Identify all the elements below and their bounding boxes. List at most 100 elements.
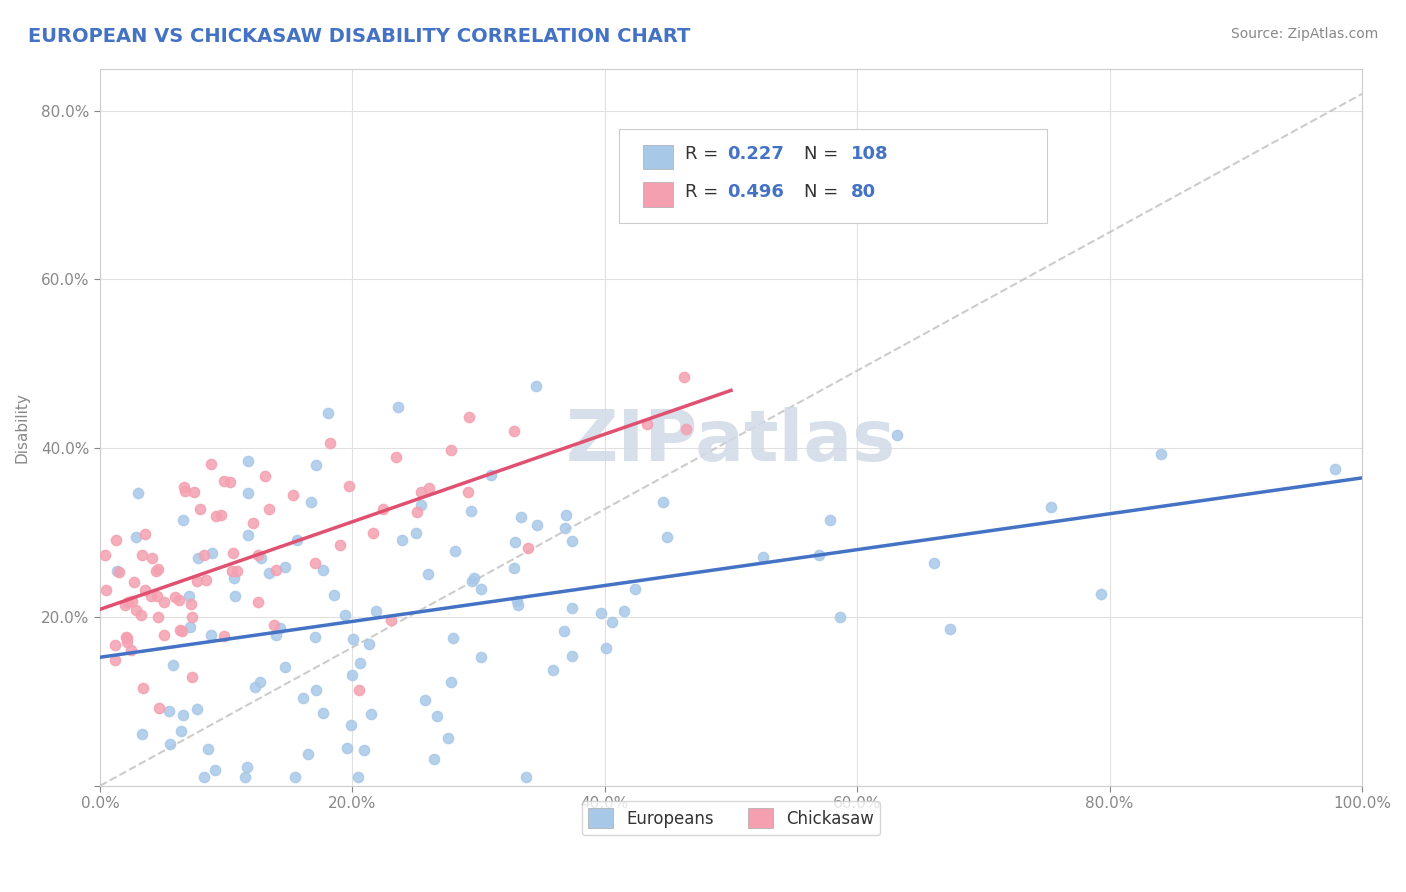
Point	[200, 627, 222, 641]
Point	[1090, 587, 1112, 601]
Point	[134, 527, 156, 541]
Point	[329, 538, 352, 552]
Point	[316, 406, 339, 420]
Point	[115, 631, 138, 645]
Point	[1149, 447, 1171, 461]
Point	[818, 513, 841, 527]
Point	[506, 594, 529, 608]
Point	[209, 508, 232, 522]
Point	[259, 502, 281, 516]
Point	[651, 494, 673, 508]
Point	[117, 595, 139, 609]
Point	[360, 706, 382, 721]
Point	[274, 660, 297, 674]
Point	[159, 737, 181, 751]
Point	[250, 550, 273, 565]
Point	[179, 620, 201, 634]
Y-axis label: Disability: Disability	[15, 392, 30, 463]
Point	[131, 727, 153, 741]
Point	[105, 564, 128, 578]
Point	[162, 657, 184, 672]
Point	[179, 589, 201, 603]
Point	[541, 663, 564, 677]
Point	[94, 582, 117, 597]
Text: ZIPatlas: ZIPatlas	[567, 407, 896, 476]
Point	[595, 641, 617, 656]
Point	[333, 607, 356, 622]
Point	[114, 599, 136, 613]
Point	[624, 582, 647, 596]
Point	[337, 479, 360, 493]
Point	[636, 417, 658, 431]
Point	[380, 613, 402, 627]
Point	[193, 548, 215, 562]
Point	[186, 702, 208, 716]
Legend: Europeans, Chickasaw: Europeans, Chickasaw	[582, 801, 880, 835]
Point	[506, 599, 529, 613]
Point	[201, 546, 224, 560]
Point	[886, 428, 908, 442]
Point	[243, 680, 266, 694]
Point	[444, 544, 467, 558]
Point	[655, 530, 678, 544]
Point	[127, 486, 149, 500]
Point	[93, 548, 115, 562]
Point	[236, 453, 259, 467]
Point	[440, 442, 463, 457]
Point	[285, 533, 308, 547]
Point	[236, 760, 259, 774]
Point	[264, 628, 287, 642]
Point	[503, 424, 526, 438]
Point	[146, 589, 169, 603]
Point	[561, 600, 583, 615]
Point	[257, 566, 280, 581]
Point	[219, 475, 242, 489]
Point	[152, 595, 174, 609]
Point	[212, 474, 235, 488]
Point	[347, 683, 370, 698]
Point	[503, 535, 526, 549]
Point	[922, 556, 945, 570]
Point	[409, 485, 432, 500]
Point	[172, 708, 194, 723]
Point	[141, 551, 163, 566]
Point	[830, 610, 852, 624]
Point	[165, 590, 187, 604]
Point	[297, 747, 319, 762]
Point	[319, 435, 342, 450]
Point	[416, 567, 439, 582]
Point	[169, 624, 191, 638]
Point	[200, 457, 222, 471]
Point	[187, 551, 209, 566]
Point	[146, 562, 169, 576]
Point	[197, 741, 219, 756]
Point	[441, 631, 464, 645]
Point	[349, 657, 371, 671]
Point	[281, 488, 304, 502]
Point	[246, 548, 269, 562]
Point	[470, 650, 492, 665]
Point	[554, 521, 576, 535]
Point	[509, 509, 531, 524]
Point	[222, 570, 245, 584]
Point	[180, 597, 202, 611]
Point	[423, 752, 446, 766]
Point	[561, 533, 583, 548]
Text: N =: N =	[804, 145, 844, 163]
Point	[292, 691, 315, 706]
Text: R =: R =	[685, 183, 724, 201]
Point	[359, 637, 381, 651]
Point	[457, 485, 479, 500]
Point	[561, 648, 583, 663]
Point	[299, 494, 322, 508]
Point	[233, 770, 256, 784]
Point	[461, 574, 484, 588]
Point	[405, 526, 427, 541]
Text: 108: 108	[851, 145, 889, 163]
Text: N =: N =	[804, 183, 844, 201]
Point	[336, 740, 359, 755]
Point	[1039, 500, 1062, 515]
Point	[247, 595, 270, 609]
Point	[121, 593, 143, 607]
Point	[304, 557, 326, 571]
